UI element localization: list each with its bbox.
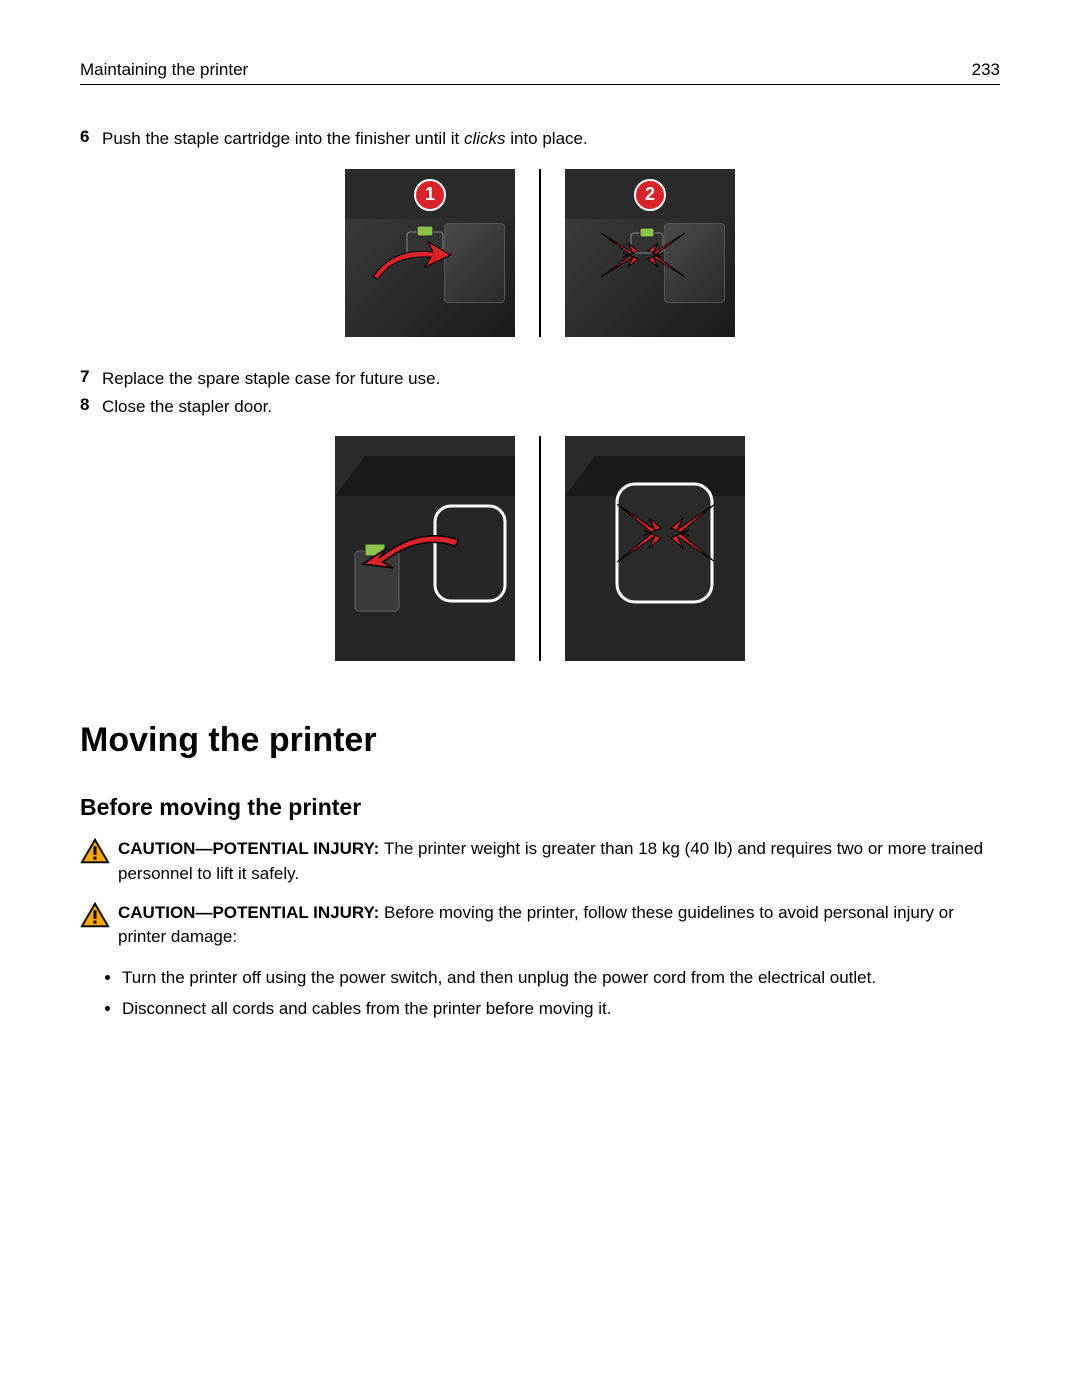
figure-row-1: 1 2: [80, 169, 1000, 337]
step-6-text: Push the staple cartridge into the finis…: [102, 127, 588, 151]
header-page-number: 233: [972, 60, 1000, 80]
step-6-text-part1: Push the staple cartridge into the finis…: [102, 129, 464, 148]
press-arrows-icon: [611, 498, 721, 568]
guideline-item-1: Turn the printer off using the power swi…: [122, 964, 1000, 991]
insert-arrow-icon: [363, 237, 453, 287]
caution-icon: [80, 837, 110, 865]
caution-2-text: CAUTION—POTENTIAL INJURY: Before moving …: [118, 901, 1000, 950]
caution-2-label: CAUTION—POTENTIAL INJURY:: [118, 903, 384, 922]
badge-1: 1: [414, 179, 446, 211]
header-section-title: Maintaining the printer: [80, 60, 248, 80]
page-header: Maintaining the printer 233: [80, 60, 1000, 85]
figure-1-panel-1: 1: [345, 169, 515, 337]
figure-2-panel-1: [335, 436, 515, 661]
heading-before-moving: Before moving the printer: [80, 794, 1000, 821]
swing-arrow-icon: [359, 524, 469, 584]
figure-2-panel-2: [565, 436, 745, 661]
figure-divider-1: [539, 169, 541, 337]
figure-row-2: [80, 436, 1000, 661]
step-6: 6 Push the staple cartridge into the fin…: [80, 127, 1000, 151]
caution-1: CAUTION—POTENTIAL INJURY: The printer we…: [80, 837, 1000, 886]
figure-1-panel-2: 2: [565, 169, 735, 337]
guideline-list: Turn the printer off using the power swi…: [80, 964, 1000, 1022]
step-8-text: Close the stapler door.: [102, 395, 272, 419]
step-7-text: Replace the spare staple case for future…: [102, 367, 440, 391]
caution-icon-2: [80, 901, 110, 929]
step-6-number: 6: [80, 127, 102, 147]
badge-2: 2: [634, 179, 666, 211]
caution-1-text: CAUTION—POTENTIAL INJURY: The printer we…: [118, 837, 1000, 886]
heading-moving-printer: Moving the printer: [80, 721, 1000, 760]
caution-2: CAUTION—POTENTIAL INJURY: Before moving …: [80, 901, 1000, 950]
step-8: 8 Close the stapler door.: [80, 395, 1000, 419]
caution-1-label: CAUTION—POTENTIAL INJURY:: [118, 839, 384, 858]
step-8-number: 8: [80, 395, 102, 415]
figure-divider-2: [539, 436, 541, 661]
step-7-number: 7: [80, 367, 102, 387]
step-6-text-part2: into place.: [506, 129, 588, 148]
guideline-item-2: Disconnect all cords and cables from the…: [122, 995, 1000, 1022]
page-content: Maintaining the printer 233 6 Push the s…: [0, 0, 1080, 1086]
pinch-arrows-icon: [593, 225, 693, 285]
step-7: 7 Replace the spare staple case for futu…: [80, 367, 1000, 391]
step-6-text-italic: clicks: [464, 129, 506, 148]
